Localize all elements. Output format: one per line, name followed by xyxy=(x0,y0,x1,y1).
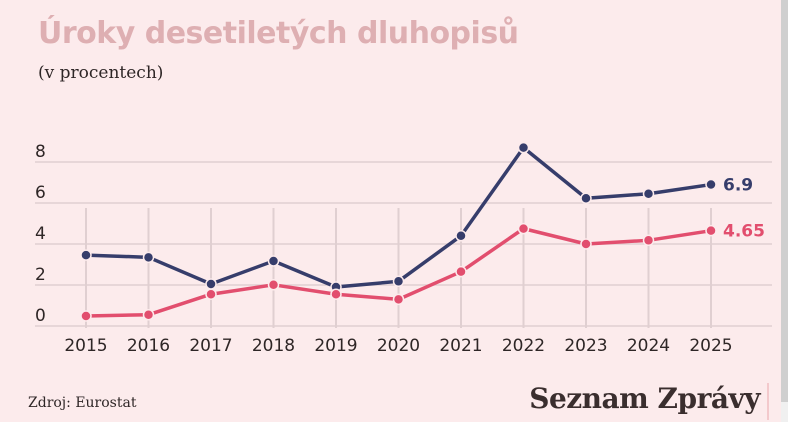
end-value-labels: 6.9 4.65 xyxy=(723,176,765,242)
series-red xyxy=(80,222,717,322)
data-point xyxy=(580,238,592,250)
x-tick-label: 2015 xyxy=(64,336,107,356)
horizontal-gridlines xyxy=(35,161,772,327)
data-point xyxy=(392,293,405,306)
y-axis-labels: 0 2 4 6 8 xyxy=(35,142,46,326)
y-tick-label: 6 xyxy=(35,183,46,203)
x-tick-label: 2022 xyxy=(502,336,545,356)
x-tick-label: 2020 xyxy=(377,336,420,356)
series-blue xyxy=(80,141,717,293)
data-series xyxy=(80,141,717,322)
x-tick-label: 2023 xyxy=(564,336,607,356)
scrollbar[interactable] xyxy=(781,0,788,402)
data-point xyxy=(80,249,92,261)
data-point xyxy=(455,265,467,278)
data-point xyxy=(330,288,342,300)
y-tick-label: 8 xyxy=(35,142,46,162)
x-tick-label: 2021 xyxy=(439,336,482,356)
data-point xyxy=(392,275,405,288)
chart-subtitle: (v procentech) xyxy=(38,63,164,83)
chart-title: Úroky desetiletých dluhopisů xyxy=(38,16,519,51)
data-point xyxy=(517,222,530,235)
x-tick-label: 2017 xyxy=(189,336,232,356)
x-tick-label: 2025 xyxy=(689,336,732,356)
x-tick-label: 2018 xyxy=(252,336,295,356)
data-point xyxy=(705,178,717,191)
data-point xyxy=(580,192,592,205)
scrollbar-corner xyxy=(781,402,788,422)
data-point xyxy=(80,310,92,322)
data-point xyxy=(205,278,217,290)
data-point xyxy=(142,308,155,321)
x-axis-labels: 2015 2016 2017 2018 2019 2020 2021 2022 2023 2024… xyxy=(64,336,732,356)
y-tick-label: 2 xyxy=(35,265,46,285)
brand-logo: Seznam Zprávy xyxy=(529,382,760,415)
data-point xyxy=(705,224,717,237)
y-tick-label: 4 xyxy=(35,224,46,244)
vertical-gridlines xyxy=(85,208,712,328)
data-point xyxy=(455,230,467,242)
data-point xyxy=(205,288,217,300)
data-point xyxy=(267,255,280,267)
source-note: Zdroj: Eurostat xyxy=(28,395,137,411)
x-tick-label: 2024 xyxy=(627,336,670,356)
data-point xyxy=(517,141,530,154)
brand-divider xyxy=(767,383,769,420)
data-point xyxy=(642,188,655,200)
data-point xyxy=(267,279,280,291)
end-value-label: 6.9 xyxy=(723,176,753,196)
x-tick-label: 2016 xyxy=(127,336,170,356)
data-point xyxy=(142,251,155,264)
end-value-label: 4.65 xyxy=(723,222,765,242)
y-tick-label: 0 xyxy=(35,306,46,326)
x-tick-label: 2019 xyxy=(314,336,357,356)
data-point xyxy=(642,234,655,247)
